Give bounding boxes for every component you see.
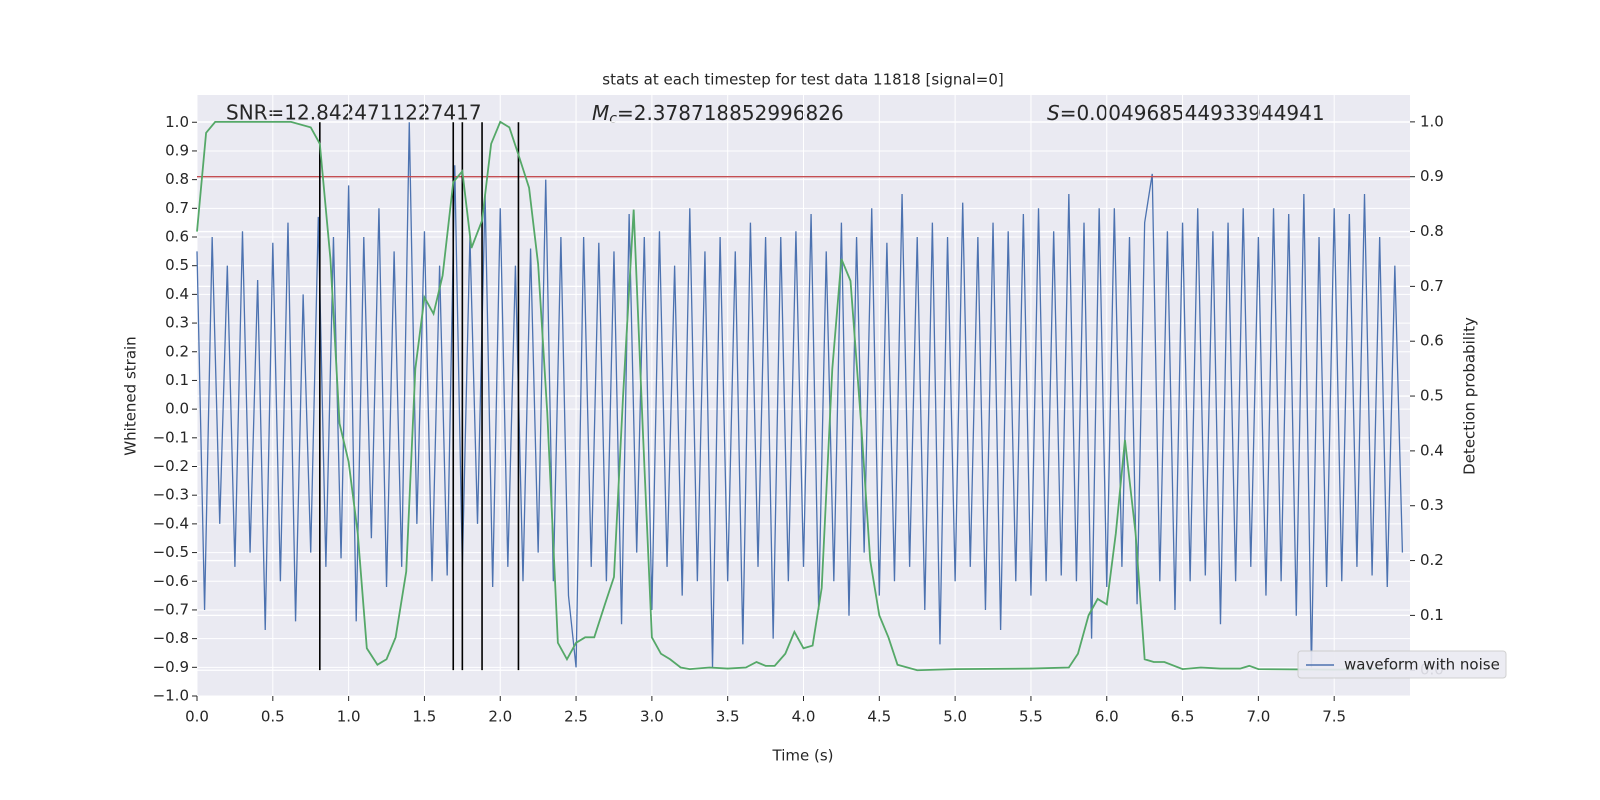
x-tick-label: 5.5 <box>1019 708 1043 726</box>
y-tick-label: −0.6 <box>153 572 189 590</box>
legend-box <box>1297 650 1507 679</box>
y-tick-label: 0.8 <box>165 170 189 188</box>
y2-tick-label: 0.6 <box>1420 332 1444 350</box>
y-tick-label: 0.2 <box>165 342 189 360</box>
x-tick-label: 2.5 <box>564 708 588 726</box>
y2-tick-label: 1.0 <box>1420 112 1444 130</box>
annotation-symbol: S <box>1047 101 1060 125</box>
y2-tick-label: 0.3 <box>1420 496 1444 514</box>
waveform-line <box>196 122 1404 668</box>
x-tick-label: 2.0 <box>488 708 512 726</box>
y-tick-label: −0.3 <box>153 486 189 504</box>
x-tick-label: 3.0 <box>640 708 664 726</box>
y-tick-label: −0.7 <box>153 600 189 618</box>
y-tick-label: −0.2 <box>153 457 189 475</box>
x-tick-label: 0.5 <box>261 708 285 726</box>
y-tick-label: 0.5 <box>165 256 189 274</box>
y-axis-label: Whitened strain <box>122 336 140 455</box>
annotation-text: =2.378718852996826 <box>617 101 844 125</box>
y-tick-label: 0.9 <box>165 141 189 159</box>
y-tick-label: 0.6 <box>165 228 189 246</box>
chart-title: stats at each timestep for test data 118… <box>602 71 1003 89</box>
y-tick-label: −0.8 <box>153 629 189 647</box>
y-tick-label: 0.1 <box>165 371 189 389</box>
x-tick-label: 7.5 <box>1322 708 1346 726</box>
y-tick-label: 0.4 <box>165 285 189 303</box>
annotation: S=0.004968544933944941 <box>1047 101 1325 125</box>
annotation: SNR=12.8424711227417 <box>226 101 482 125</box>
y-tick-label: −0.9 <box>153 658 189 676</box>
legend-label: waveform with noise <box>1344 656 1500 674</box>
x-tick-label: 5.0 <box>943 708 967 726</box>
x-tick-label: 6.0 <box>1095 708 1119 726</box>
y2-tick-label: 0.4 <box>1420 441 1444 459</box>
y-tick-label: 0.0 <box>165 400 189 418</box>
x-tick-label: 4.5 <box>867 708 891 726</box>
grid <box>196 95 1410 697</box>
x-tick-label: 0.0 <box>185 708 209 726</box>
annotation-subscript: c <box>609 111 617 127</box>
annotation: Mc=2.378718852996826 <box>592 101 844 128</box>
y-tick-label: 0.7 <box>165 199 189 217</box>
y2-tick-label: 0.9 <box>1420 167 1444 185</box>
y-tick-label: −1.0 <box>153 687 189 705</box>
x-tick-label: 1.0 <box>337 708 361 726</box>
x-tick-label: 1.5 <box>413 708 437 726</box>
y2-tick-label: 0.8 <box>1420 222 1444 240</box>
y-tick-label: −0.1 <box>153 428 189 446</box>
y2-tick-label: 0.5 <box>1420 387 1444 405</box>
y2-tick-label: 0.2 <box>1420 551 1444 569</box>
y2-tick-label: 0.7 <box>1420 277 1444 295</box>
y-tick-label: −0.4 <box>153 514 189 532</box>
x-tick-label: 4.0 <box>792 708 816 726</box>
y2-tick-label: 0.1 <box>1420 606 1444 624</box>
y-tick-label: −0.5 <box>153 543 189 561</box>
x-tick-label: 6.5 <box>1171 708 1195 726</box>
annotation-text: =0.004968544933944941 <box>1060 101 1325 125</box>
x-tick-label: 3.5 <box>716 708 740 726</box>
x-axis-label: Time (s) <box>772 747 834 765</box>
annotation-symbol: M <box>592 101 609 125</box>
x-tick-label: 7.0 <box>1246 708 1270 726</box>
y-tick-label: 0.3 <box>165 314 189 332</box>
y2-axis-label: Detection probability <box>1461 317 1479 475</box>
probability-line <box>196 120 1402 672</box>
y-tick-label: 1.0 <box>165 113 189 131</box>
